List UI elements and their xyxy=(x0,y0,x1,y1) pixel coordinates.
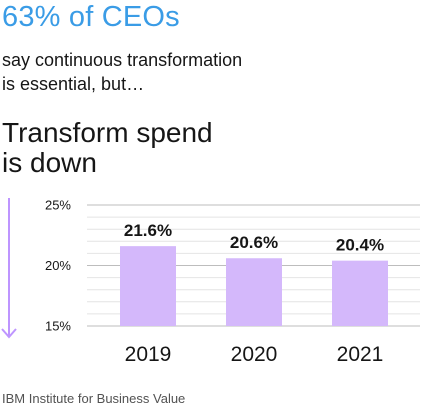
y-tick-label: 15% xyxy=(45,319,71,334)
x-tick-label-2019: 2019 xyxy=(125,343,172,366)
bars xyxy=(120,246,388,326)
x-tick-label-2020: 2020 xyxy=(231,343,278,366)
bar-2019 xyxy=(120,246,176,326)
data-label-2020: 20.6% xyxy=(230,233,278,252)
subhead: say continuous transformation is essenti… xyxy=(2,48,412,96)
data-label-2019: 21.6% xyxy=(124,221,172,240)
y-tick-label: 25% xyxy=(45,198,71,213)
chart-title-line-1: Transform spend xyxy=(2,117,213,148)
subhead-line-2: is essential, but… xyxy=(2,74,145,94)
bar-2020 xyxy=(226,258,282,326)
subhead-line-1: say continuous transformation xyxy=(2,50,243,70)
arrow-head xyxy=(1,328,17,339)
x-tick-label-2021: 2021 xyxy=(337,343,384,366)
source-credit: IBM Institute for Business Value xyxy=(2,391,186,406)
data-label-2021: 20.4% xyxy=(336,236,384,255)
bar-2021 xyxy=(332,260,388,326)
y-axis-ticks: 15% 20% 25% xyxy=(45,198,71,334)
chart-title: Transform spend is down xyxy=(2,118,412,178)
chart-title-line-2: is down xyxy=(2,147,97,178)
data-labels: 21.6% 20.6% 20.4% xyxy=(124,221,384,255)
trend-down-arrow-icon xyxy=(1,198,17,339)
x-axis-ticks: 2019 2020 2021 xyxy=(125,343,384,366)
bar-chart: 15% 20% 25% 21.6% 20.6% 20.4% 2019 2020 2021 xyxy=(1,198,420,366)
y-tick-label: 20% xyxy=(45,258,71,273)
headline: 63% of CEOs xyxy=(2,1,180,33)
